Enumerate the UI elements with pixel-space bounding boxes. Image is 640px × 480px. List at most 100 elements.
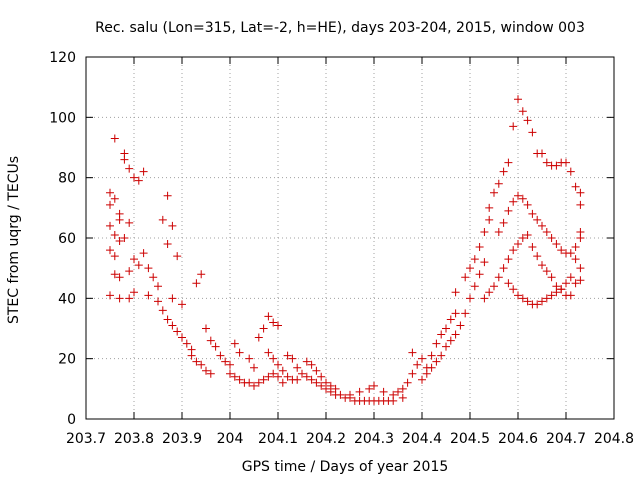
- data-point: [317, 372, 326, 381]
- data-point: [288, 354, 297, 363]
- data-point: [125, 294, 134, 303]
- data-point: [269, 318, 278, 327]
- data-point: [552, 240, 561, 249]
- data-point: [475, 243, 484, 252]
- data-point: [154, 297, 162, 306]
- data-point: [206, 336, 215, 345]
- data-point: [149, 273, 158, 282]
- data-point: [509, 122, 518, 131]
- data-point: [293, 375, 302, 384]
- data-point: [461, 309, 470, 318]
- data-point: [514, 291, 522, 300]
- data-point: [523, 230, 532, 239]
- data-point: [144, 264, 153, 273]
- data-point: [571, 182, 580, 191]
- x-tick-label: 204.4: [402, 431, 442, 447]
- data-point: [403, 378, 412, 387]
- data-point: [538, 221, 546, 230]
- data-point: [216, 351, 225, 360]
- data-point: [427, 363, 436, 372]
- data-point: [523, 200, 532, 209]
- data-point: [470, 282, 479, 291]
- data-point: [130, 255, 138, 264]
- x-tick-label: 204.6: [498, 431, 538, 447]
- data-point: [442, 324, 450, 333]
- data-point: [576, 188, 585, 197]
- data-point: [566, 249, 575, 258]
- y-tick-label: 40: [58, 291, 76, 307]
- data-point: [552, 288, 561, 297]
- y-tick-label: 0: [67, 412, 76, 428]
- data-point: [283, 372, 292, 381]
- data-point: [298, 369, 306, 378]
- data-point: [456, 321, 465, 330]
- data-point: [173, 327, 182, 336]
- data-point: [504, 279, 513, 288]
- data-point: [389, 390, 398, 399]
- data-point: [418, 354, 426, 363]
- data-point: [283, 351, 292, 360]
- data-point: [494, 273, 503, 282]
- data-point: [547, 273, 556, 282]
- data-point: [398, 384, 407, 393]
- data-point: [163, 240, 172, 249]
- data-point: [518, 194, 527, 203]
- data-point: [274, 321, 282, 330]
- y-tick-label: 20: [58, 352, 76, 368]
- data-point: [528, 209, 537, 218]
- x-tick-label: 204.8: [594, 431, 634, 447]
- data-point: [144, 291, 153, 300]
- data-point: [134, 176, 143, 185]
- data-point: [480, 294, 489, 303]
- data-point: [494, 227, 503, 236]
- data-point: [576, 276, 585, 285]
- points-group: [106, 95, 585, 405]
- x-tick-label: 204.3: [354, 431, 394, 447]
- data-point: [336, 390, 345, 399]
- data-point: [235, 375, 244, 384]
- data-point: [571, 255, 580, 264]
- data-point: [365, 384, 374, 393]
- data-point: [562, 158, 570, 167]
- data-point: [115, 215, 124, 224]
- data-point: [187, 351, 196, 360]
- data-point: [322, 378, 330, 387]
- data-point: [235, 348, 244, 357]
- data-point: [408, 348, 417, 357]
- data-point: [466, 294, 474, 303]
- data-point: [571, 279, 580, 288]
- x-tick-label: 204.2: [306, 431, 346, 447]
- data-point: [230, 339, 239, 348]
- data-point: [398, 393, 407, 402]
- data-point: [120, 234, 129, 242]
- data-point: [413, 360, 422, 369]
- data-point: [566, 291, 575, 300]
- data-point: [245, 378, 254, 387]
- x-tick-label: 204.1: [258, 431, 298, 447]
- data-point: [576, 200, 585, 209]
- x-axis-label: GPS time / Days of year 2015: [242, 459, 449, 475]
- data-point: [168, 321, 177, 330]
- data-point: [542, 158, 551, 167]
- data-point: [538, 149, 546, 158]
- data-point: [230, 372, 239, 381]
- data-point: [557, 285, 566, 294]
- data-point: [504, 206, 513, 215]
- data-point: [518, 294, 527, 303]
- data-point: [346, 390, 354, 399]
- data-point: [461, 273, 470, 282]
- data-point: [533, 300, 542, 309]
- data-point: [509, 246, 518, 255]
- data-point: [278, 366, 287, 375]
- x-tick-label: 204.5: [450, 431, 490, 447]
- data-point: [523, 297, 532, 306]
- data-point: [557, 246, 566, 255]
- y-tick-label: 80: [58, 171, 76, 187]
- data-point: [245, 354, 254, 363]
- data-point: [154, 282, 162, 291]
- data-point: [254, 333, 263, 342]
- data-point: [442, 342, 450, 351]
- data-point: [168, 221, 177, 230]
- y-tick-label: 60: [58, 231, 76, 247]
